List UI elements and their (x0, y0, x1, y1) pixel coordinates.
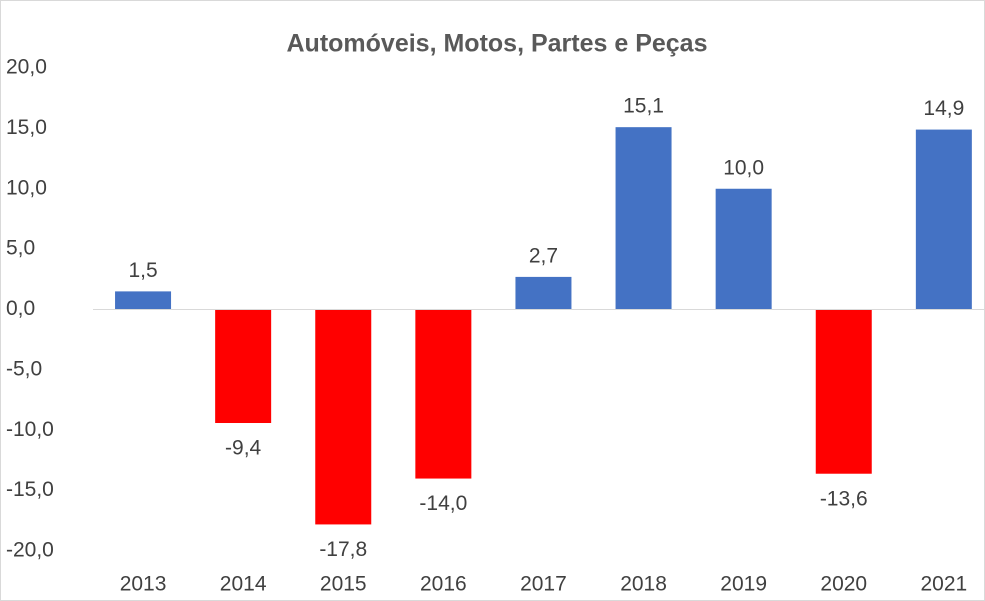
value-label: -17,8 (319, 538, 367, 561)
value-label: 2,7 (529, 244, 558, 267)
x-tick-label: 2018 (620, 573, 667, 596)
bar (715, 188, 772, 310)
bar (915, 129, 972, 310)
x-tick-label: 2015 (320, 573, 367, 596)
y-tick-label: 10,0 (6, 176, 47, 199)
y-tick-label: 20,0 (6, 56, 47, 79)
y-tick-label: 5,0 (6, 237, 35, 260)
y-tick-label: 15,0 (6, 116, 47, 139)
value-label: -9,4 (225, 437, 262, 460)
bar (415, 309, 472, 479)
x-tick-label: 2013 (120, 573, 167, 596)
x-tick-label: 2020 (820, 573, 867, 596)
bar (215, 309, 272, 424)
bar (515, 276, 572, 310)
bar (115, 291, 172, 310)
x-tick-label: 2021 (920, 573, 967, 596)
x-tick-label: 2014 (220, 573, 267, 596)
x-tick-label: 2019 (720, 573, 767, 596)
chart-title: Automóveis, Motos, Partes e Peças (287, 30, 708, 58)
value-label: -14,0 (419, 492, 467, 515)
value-label: 1,5 (128, 259, 157, 282)
y-tick-label: 0,0 (6, 297, 35, 320)
bar (815, 309, 872, 474)
x-tick-label: 2017 (520, 573, 567, 596)
y-tick-label: -10,0 (6, 418, 54, 441)
y-tick-label: -15,0 (6, 478, 54, 501)
value-label: 10,0 (723, 156, 764, 179)
bar (315, 309, 372, 525)
bar (615, 127, 672, 310)
value-label: -13,6 (820, 487, 868, 510)
x-tick-label: 2016 (420, 573, 467, 596)
value-label: 15,1 (623, 95, 664, 118)
y-tick-label: -20,0 (6, 539, 54, 562)
value-label: 14,9 (923, 97, 964, 120)
y-tick-label: -5,0 (6, 357, 42, 380)
